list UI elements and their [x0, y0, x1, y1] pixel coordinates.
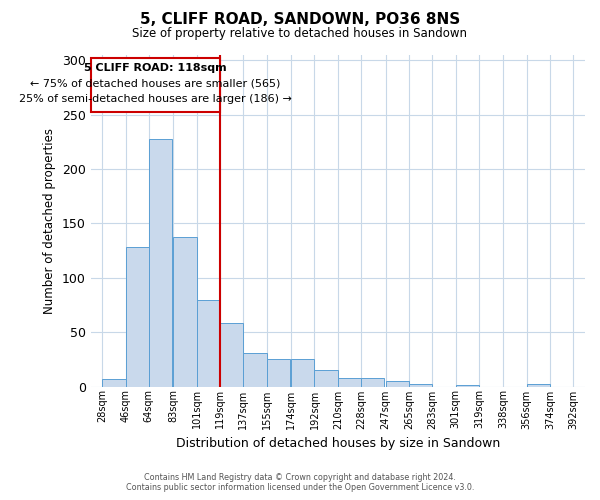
X-axis label: Distribution of detached houses by size in Sandown: Distribution of detached houses by size … [176, 437, 500, 450]
Bar [527, 384, 550, 386]
Bar [409, 384, 432, 386]
Bar [197, 300, 220, 386]
Text: Size of property relative to detached houses in Sandown: Size of property relative to detached ho… [133, 28, 467, 40]
Bar [338, 378, 361, 386]
Bar [386, 381, 409, 386]
Text: Contains HM Land Registry data © Crown copyright and database right 2024.
Contai: Contains HM Land Registry data © Crown c… [126, 473, 474, 492]
Bar [173, 236, 197, 386]
Bar [125, 248, 149, 386]
Text: 5, CLIFF ROAD, SANDOWN, PO36 8NS: 5, CLIFF ROAD, SANDOWN, PO36 8NS [140, 12, 460, 28]
Bar [266, 360, 290, 386]
Bar [102, 379, 125, 386]
Bar [314, 370, 338, 386]
Bar [291, 360, 314, 386]
Bar [220, 324, 244, 386]
Text: ← 75% of detached houses are smaller (565): ← 75% of detached houses are smaller (56… [30, 78, 280, 88]
Bar [244, 353, 266, 386]
Y-axis label: Number of detached properties: Number of detached properties [43, 128, 56, 314]
Text: 5 CLIFF ROAD: 118sqm: 5 CLIFF ROAD: 118sqm [84, 62, 227, 72]
Bar [91, 58, 220, 112]
Bar [361, 378, 385, 386]
Bar [149, 138, 172, 386]
Text: 25% of semi-detached houses are larger (186) →: 25% of semi-detached houses are larger (… [19, 94, 292, 104]
